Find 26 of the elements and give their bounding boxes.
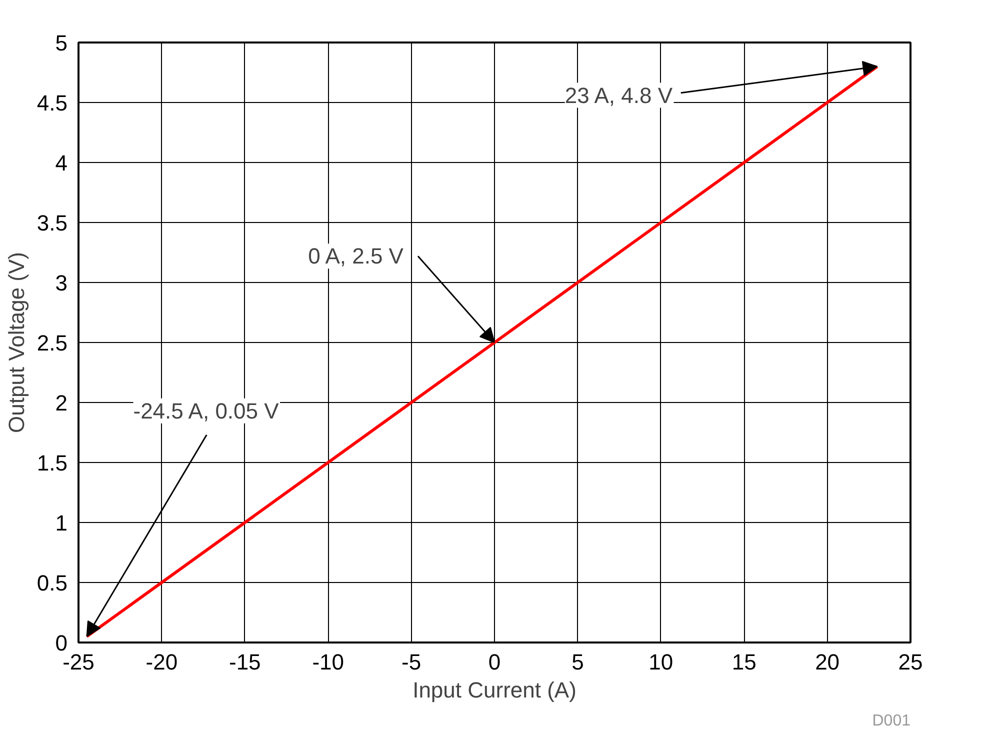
y-tick-label: 3 <box>55 270 68 296</box>
x-tick-label: 15 <box>732 650 756 674</box>
x-tick-label: 5 <box>572 650 584 674</box>
y-tick-label: 0.5 <box>36 570 68 596</box>
y-tick-label: 4.5 <box>36 90 68 116</box>
x-axis-title: Input Current (A) <box>412 678 576 702</box>
annotation: 23 A, 4.8 V <box>564 82 673 108</box>
y-tick-label: 4 <box>55 150 68 176</box>
text: D001 <box>872 712 911 730</box>
y-tick-label: 1.5 <box>36 450 68 476</box>
x-tick-label: -15 <box>229 650 261 674</box>
y-tick-label: 2.5 <box>36 330 68 356</box>
x-tick-label: -5 <box>402 650 422 674</box>
annotation: 0 A, 2.5 V <box>308 244 404 269</box>
x-tick-label: 25 <box>898 650 923 674</box>
x-tick-label: -10 <box>312 650 344 674</box>
y-tick-label: 5 <box>55 30 68 56</box>
y-tick-label: 3.5 <box>36 210 68 236</box>
y-axis-title: Output Voltage (V) <box>4 252 29 433</box>
x-tick-label: 10 <box>648 650 674 674</box>
y-tick-label: 1 <box>55 510 68 536</box>
x-tick-label: 20 <box>815 650 840 674</box>
x-tick-label: 0 <box>488 650 501 674</box>
y-tick-label: 2 <box>55 390 68 416</box>
x-tick-label: -20 <box>146 650 178 674</box>
annotation: -24.5 A, 0.05 V <box>133 398 280 424</box>
